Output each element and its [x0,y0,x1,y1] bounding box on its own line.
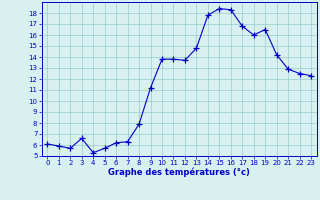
X-axis label: Graphe des températures (°c): Graphe des températures (°c) [108,168,250,177]
